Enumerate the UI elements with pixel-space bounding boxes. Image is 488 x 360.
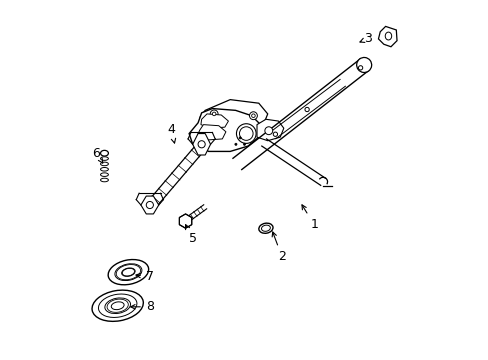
Ellipse shape (115, 264, 142, 280)
Ellipse shape (243, 143, 245, 145)
Ellipse shape (239, 127, 253, 140)
Ellipse shape (122, 268, 135, 276)
Ellipse shape (108, 260, 148, 285)
Ellipse shape (101, 162, 108, 166)
Ellipse shape (305, 107, 308, 112)
Text: 4: 4 (167, 123, 175, 143)
Text: 6: 6 (92, 147, 102, 163)
Text: 5: 5 (185, 225, 196, 246)
Ellipse shape (146, 202, 153, 208)
Ellipse shape (236, 124, 256, 143)
Ellipse shape (358, 66, 362, 70)
Ellipse shape (356, 58, 371, 72)
Ellipse shape (111, 302, 124, 310)
Text: 1: 1 (302, 205, 318, 231)
Ellipse shape (101, 178, 108, 182)
Polygon shape (257, 119, 283, 141)
Ellipse shape (198, 141, 205, 148)
Ellipse shape (234, 143, 237, 145)
Ellipse shape (385, 32, 391, 40)
Ellipse shape (101, 173, 108, 176)
Ellipse shape (101, 150, 108, 156)
Text: 8: 8 (130, 300, 154, 313)
Polygon shape (200, 100, 267, 128)
Ellipse shape (98, 294, 137, 318)
Polygon shape (201, 114, 228, 128)
Ellipse shape (101, 157, 108, 160)
Ellipse shape (239, 137, 241, 139)
Ellipse shape (212, 112, 216, 116)
Polygon shape (378, 26, 396, 47)
Ellipse shape (92, 290, 143, 321)
Ellipse shape (251, 114, 255, 117)
Ellipse shape (210, 110, 218, 118)
Polygon shape (197, 125, 225, 140)
Ellipse shape (258, 223, 272, 233)
Polygon shape (192, 134, 210, 155)
Polygon shape (179, 214, 191, 228)
Ellipse shape (249, 112, 257, 120)
Polygon shape (141, 196, 159, 214)
Ellipse shape (180, 216, 190, 226)
Ellipse shape (264, 127, 272, 135)
Text: 7: 7 (136, 270, 154, 283)
Ellipse shape (261, 225, 270, 231)
Ellipse shape (101, 167, 108, 171)
Ellipse shape (104, 298, 130, 314)
Text: 3: 3 (359, 32, 371, 45)
Ellipse shape (273, 132, 277, 136)
Polygon shape (189, 109, 260, 152)
Text: 2: 2 (272, 232, 285, 263)
